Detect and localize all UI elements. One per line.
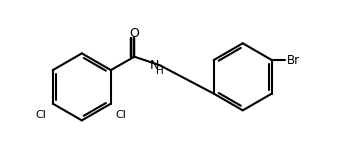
Text: H: H [155,66,163,76]
Text: Cl: Cl [116,110,126,120]
Text: Cl: Cl [35,110,47,120]
Text: O: O [129,27,139,40]
Text: Br: Br [287,54,300,67]
Text: N: N [150,59,159,72]
